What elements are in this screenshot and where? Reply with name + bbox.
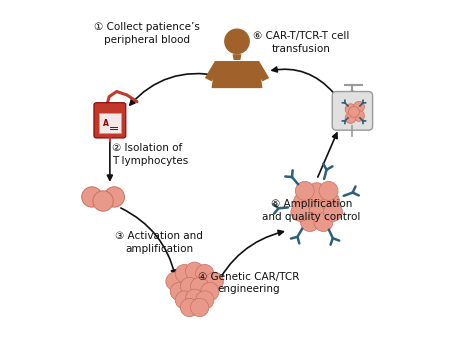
Text: A: A xyxy=(103,119,109,127)
Circle shape xyxy=(175,291,193,309)
Circle shape xyxy=(354,101,365,112)
Text: ② Isolation of
T lymphocytes: ② Isolation of T lymphocytes xyxy=(111,143,188,166)
Circle shape xyxy=(293,192,312,211)
Polygon shape xyxy=(205,61,222,81)
Circle shape xyxy=(348,106,359,117)
Circle shape xyxy=(314,213,333,232)
Text: ⑥ CAR-T/TCR-T cell
transfusion: ⑥ CAR-T/TCR-T cell transfusion xyxy=(253,31,350,54)
Polygon shape xyxy=(211,61,263,88)
Circle shape xyxy=(191,298,209,317)
Circle shape xyxy=(93,191,113,211)
Polygon shape xyxy=(233,54,241,60)
Circle shape xyxy=(82,187,102,207)
Circle shape xyxy=(291,202,310,221)
Circle shape xyxy=(104,187,125,207)
Circle shape xyxy=(345,104,356,115)
Circle shape xyxy=(196,291,214,309)
Circle shape xyxy=(345,113,356,123)
FancyBboxPatch shape xyxy=(332,92,373,130)
Circle shape xyxy=(295,181,314,200)
Circle shape xyxy=(166,272,184,291)
Circle shape xyxy=(319,181,338,200)
Circle shape xyxy=(321,192,340,211)
Circle shape xyxy=(323,202,342,221)
Circle shape xyxy=(185,262,204,280)
Circle shape xyxy=(201,282,219,301)
Text: ① Collect patience’s
peripheral blood: ① Collect patience’s peripheral blood xyxy=(94,22,200,45)
Circle shape xyxy=(181,298,199,317)
Circle shape xyxy=(196,264,214,283)
FancyBboxPatch shape xyxy=(99,113,121,133)
Circle shape xyxy=(354,111,365,121)
Circle shape xyxy=(307,199,326,218)
Text: ④ Genetic CAR/TCR
engineering: ④ Genetic CAR/TCR engineering xyxy=(198,272,300,295)
Circle shape xyxy=(205,272,223,291)
Circle shape xyxy=(175,264,193,283)
Circle shape xyxy=(301,213,319,232)
Circle shape xyxy=(191,277,209,296)
Circle shape xyxy=(307,183,326,202)
Text: ⑤ Amplification
and quality control: ⑤ Amplification and quality control xyxy=(263,199,361,222)
Polygon shape xyxy=(252,61,269,81)
Circle shape xyxy=(181,277,199,296)
Text: ③ Activation and
amplification: ③ Activation and amplification xyxy=(115,231,203,254)
FancyBboxPatch shape xyxy=(94,103,126,138)
Circle shape xyxy=(185,289,204,307)
Circle shape xyxy=(224,28,250,54)
Circle shape xyxy=(170,282,189,301)
